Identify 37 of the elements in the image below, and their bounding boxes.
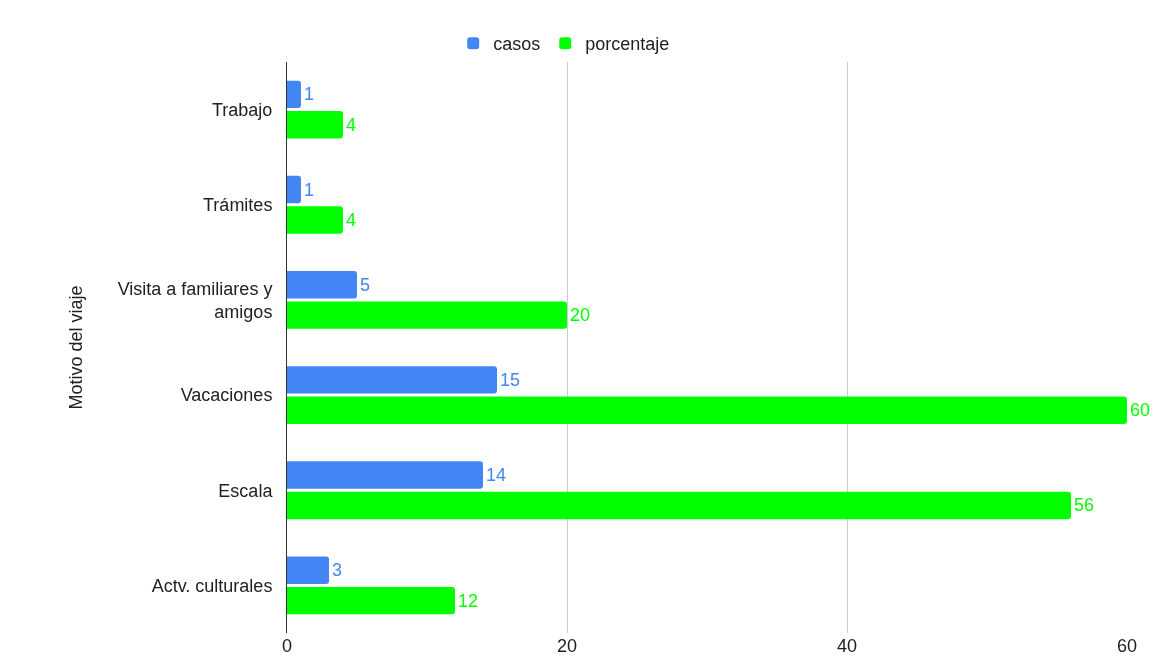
data-label: 5 xyxy=(360,274,371,295)
x-tick-label: 60 xyxy=(1116,636,1138,656)
data-label: 4 xyxy=(346,114,357,135)
bar xyxy=(287,175,301,204)
bar xyxy=(287,556,329,584)
bar xyxy=(287,270,357,299)
bar xyxy=(287,301,567,329)
y-tick-label: Trabajo xyxy=(212,99,273,120)
y-tick-label: Trámites xyxy=(203,195,273,216)
legend-label: porcentaje xyxy=(585,34,670,55)
data-label: 20 xyxy=(570,305,591,326)
y-tick-label: Actv. culturales xyxy=(151,575,273,596)
bar xyxy=(287,396,1127,425)
data-label: 56 xyxy=(1074,495,1095,516)
y-tick-label: Visita a familiares y amigos xyxy=(117,278,273,322)
data-label: 1 xyxy=(304,179,315,200)
y-tick-label: Escala xyxy=(218,480,274,501)
data-label: 3 xyxy=(332,560,343,581)
bar xyxy=(287,206,343,234)
x-tick-label: 40 xyxy=(836,636,858,656)
data-label: 60 xyxy=(1130,400,1151,421)
data-label: 14 xyxy=(486,465,507,486)
bar xyxy=(287,491,1071,520)
data-label: 4 xyxy=(346,209,357,230)
bar xyxy=(287,80,301,109)
bar xyxy=(287,366,497,394)
x-tick-label: 20 xyxy=(556,636,578,656)
data-label: 12 xyxy=(458,590,479,611)
legend-label: casos xyxy=(493,34,541,55)
bar xyxy=(287,111,343,139)
data-label: 1 xyxy=(304,84,315,105)
y-axis-title: Motivo del viaje xyxy=(65,285,86,410)
data-label: 15 xyxy=(500,369,521,390)
bar xyxy=(287,586,455,615)
y-tick-label: Vacaciones xyxy=(180,385,273,406)
bar xyxy=(287,461,483,489)
x-tick-label: 0 xyxy=(281,636,293,656)
